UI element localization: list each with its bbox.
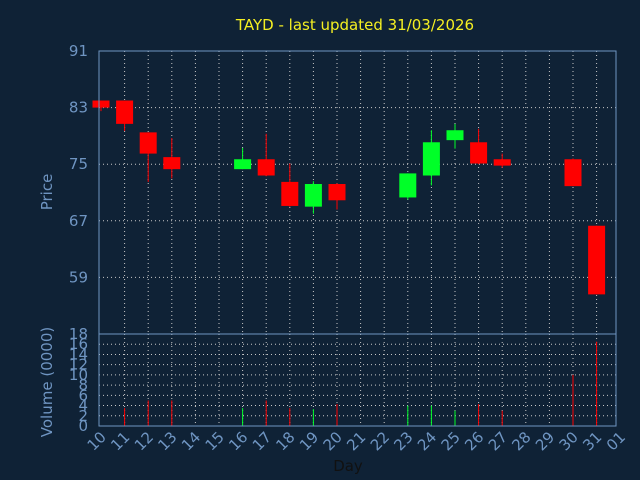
candle-26: [470, 128, 488, 165]
candle-body: [116, 100, 134, 124]
volume-bars: [124, 341, 598, 426]
candle-body: [163, 157, 181, 170]
price-axis-ticks: 91 83 75 67 59: [69, 42, 88, 286]
chart-title: TAYD - last updated 31/03/2026: [235, 16, 474, 34]
candle-13: [163, 138, 181, 179]
volume-tick-label: 14: [69, 345, 88, 363]
candle-body: [422, 142, 440, 176]
candle-body: [281, 181, 299, 206]
candle-body: [257, 159, 275, 176]
volume-axis-title: Volume (0000): [38, 327, 56, 437]
candle-body: [328, 184, 346, 201]
price-tick-label: 67: [69, 212, 88, 230]
candle-23: [399, 173, 417, 200]
candle-body: [304, 184, 322, 207]
candle-17: [257, 133, 275, 177]
candle-body: [234, 159, 252, 170]
volume-tick-label: 2: [78, 407, 88, 425]
price-tick-label: 75: [69, 155, 88, 173]
volume-panel-frame: [98, 333, 617, 427]
candle-body: [446, 130, 464, 141]
candle-body: [493, 159, 511, 166]
candle-body: [139, 132, 157, 154]
candle-27: [493, 153, 511, 168]
x-axis-title: Day: [333, 457, 363, 475]
candle-31: [588, 225, 606, 295]
candle-11: [116, 100, 134, 131]
price-tick-label: 83: [69, 99, 88, 117]
candle-body: [588, 225, 606, 295]
candle-25: [446, 123, 464, 149]
candle-body: [470, 142, 488, 164]
volume-tick-label: 12: [69, 356, 88, 374]
price-axis-title: Price: [38, 174, 56, 211]
candle-body: [399, 173, 417, 198]
candle-18: [281, 163, 299, 207]
candle-body: [564, 159, 582, 187]
volume-tick-label: 0: [78, 417, 88, 435]
candle-24: [422, 130, 440, 186]
price-tick-label: 59: [69, 268, 88, 286]
volume-tick-label: 8: [78, 376, 88, 394]
candle-19: [304, 181, 322, 214]
candle-12: [139, 132, 157, 182]
candle-10: [92, 100, 110, 112]
volume-tick-label: 16: [69, 335, 88, 353]
volume-tick-label: 18: [69, 325, 88, 343]
candle-body: [92, 100, 110, 108]
volume-tick-label: 10: [69, 366, 88, 384]
candle-20: [328, 183, 346, 210]
price-candles: [92, 100, 606, 295]
volume-tick-label: 6: [78, 386, 88, 404]
volume-tick-label: 4: [78, 397, 88, 415]
x-axis-ticks: 1011121314151617181920212223242526272829…: [84, 428, 629, 454]
candle-16: [234, 147, 252, 170]
candle-30: [564, 158, 582, 187]
price-tick-label: 91: [69, 42, 88, 60]
